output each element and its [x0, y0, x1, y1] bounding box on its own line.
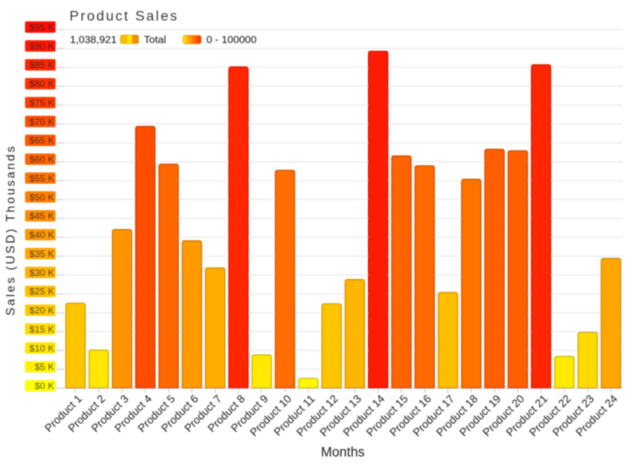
svg-text:Total: Total — [144, 34, 166, 46]
svg-text:0 - 100000: 0 - 100000 — [206, 34, 256, 46]
svg-text:$55 K: $55 K — [29, 173, 54, 184]
svg-text:Product Sales: Product Sales — [70, 8, 179, 24]
svg-text:$45 K: $45 K — [29, 211, 54, 222]
svg-text:$80 K: $80 K — [29, 79, 54, 90]
svg-text:$0 K: $0 K — [35, 381, 55, 392]
svg-text:$75 K: $75 K — [29, 98, 54, 109]
svg-text:$95 K: $95 K — [29, 22, 54, 33]
svg-text:$40 K: $40 K — [29, 230, 54, 241]
svg-text:$60 K: $60 K — [29, 155, 54, 166]
svg-text:Months: Months — [321, 445, 365, 460]
svg-text:$70 K: $70 K — [29, 117, 54, 128]
svg-text:$30 K: $30 K — [29, 268, 54, 279]
svg-text:$90 K: $90 K — [29, 41, 54, 52]
svg-text:$15 K: $15 K — [29, 324, 54, 335]
svg-text:1,038,921: 1,038,921 — [70, 34, 117, 46]
svg-text:$65 K: $65 K — [29, 136, 54, 147]
svg-text:$10 K: $10 K — [29, 343, 54, 354]
svg-text:$35 K: $35 K — [29, 249, 54, 260]
svg-text:$20 K: $20 K — [29, 306, 54, 317]
svg-text:$25 K: $25 K — [29, 287, 54, 298]
svg-text:Sales (USD) Thousands: Sales (USD) Thousands — [4, 144, 18, 315]
svg-text:$50 K: $50 K — [29, 192, 54, 203]
svg-text:$85 K: $85 K — [29, 60, 54, 71]
svg-text:$5 K: $5 K — [35, 362, 55, 373]
